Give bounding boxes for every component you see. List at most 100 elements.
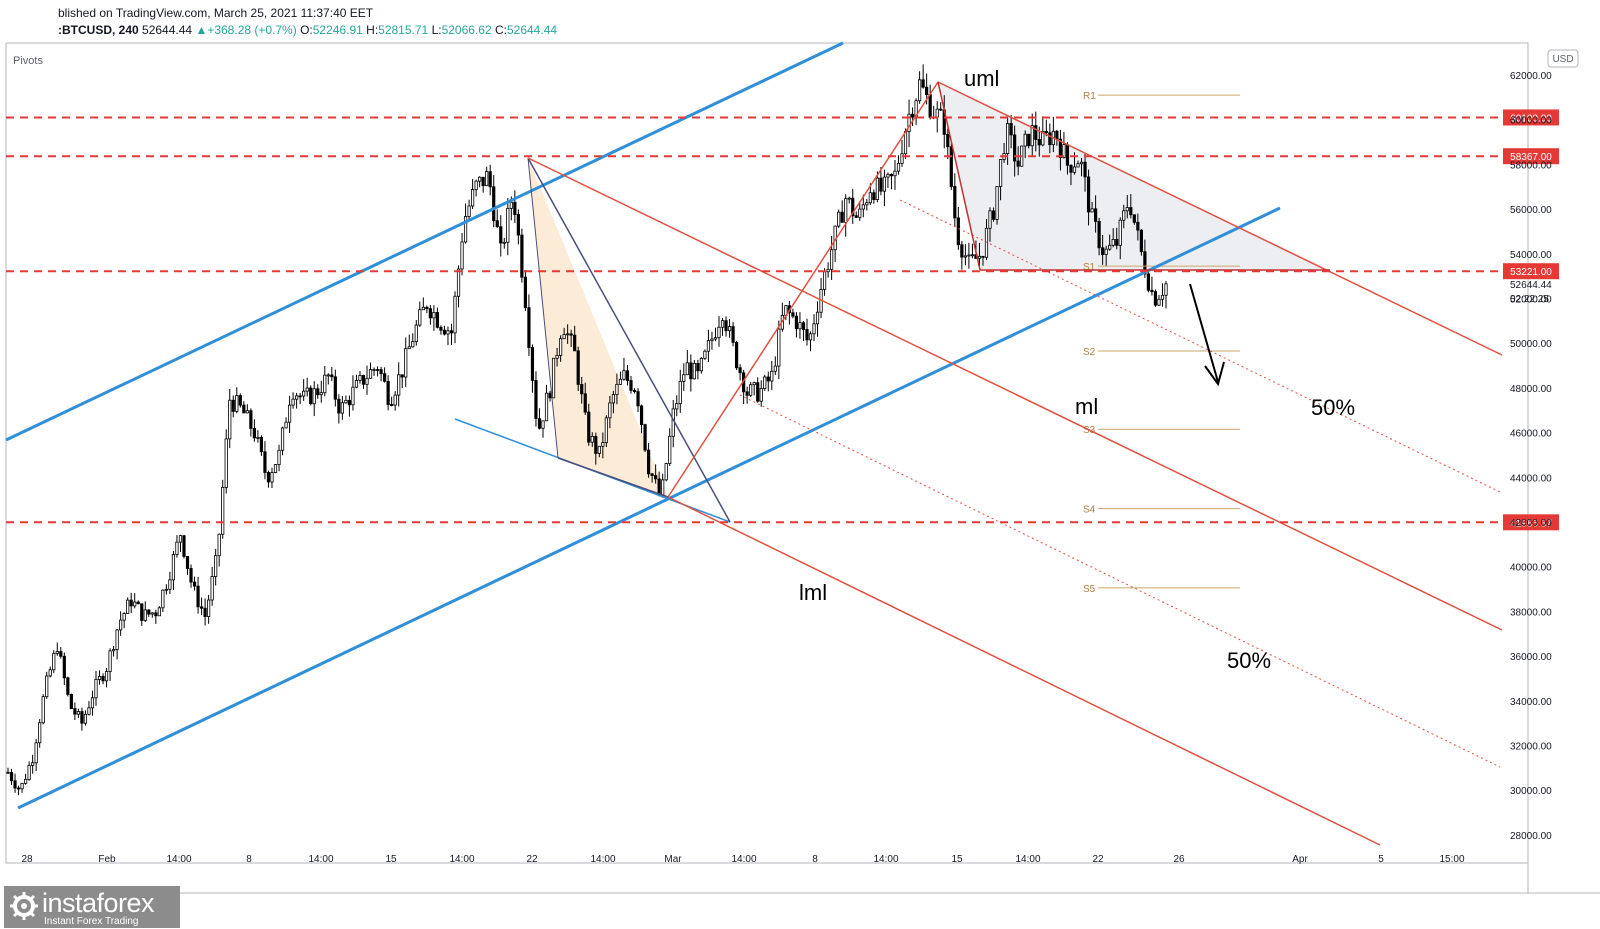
candle-body [143,609,147,621]
x-tick-label: 8 [246,854,252,865]
candle-body [1044,131,1048,134]
candle-body [1013,134,1017,162]
candle-body [94,679,98,699]
candle-body [242,404,246,414]
candle-body [664,463,668,481]
candle-body [34,742,38,764]
candle-body [9,772,14,782]
candle-body [115,629,119,650]
price-line-label-41986.37: 41986.37 [1510,518,1552,529]
high-value: 52815.71 [378,23,429,37]
candle-body [344,399,348,404]
candle-body [692,363,696,380]
candle-body [608,402,612,419]
change-value: +368.28 (+0.7%) [207,23,297,37]
candle-body [372,369,376,371]
candle-body [495,220,499,228]
price-line-tag-41986.37 [1503,514,1559,531]
candle-body [38,722,42,744]
price-line-label-53221.00: 53221.00 [1510,267,1552,278]
candle-body [773,365,777,372]
lml-annotation: lml [799,580,827,605]
candle-body [1030,125,1034,147]
y-tick-label: 60000.00 [1510,116,1552,127]
candle-body [196,585,200,608]
candle-body [108,650,112,673]
time-axis[interactable]: 28 Feb 14:00 8 14:00 15 14:00 22 14:00 Mar 14:00 8 1… [21,854,1465,865]
candle-body [87,707,91,715]
candle-body [256,437,260,439]
x-tick-label: 14:00 [166,854,191,865]
candle-body [530,347,535,381]
y-tick-label: 44000.00 [1510,473,1552,484]
candle-body [622,370,626,380]
y-tick-label: 48000.00 [1510,384,1552,395]
candle-body [168,579,172,590]
x-tick-label: 15 [385,854,397,865]
symbol-label[interactable]: :BTCUSD, 240 [58,23,139,37]
candle-body [801,322,806,330]
candle-body [604,417,608,444]
candle-body [189,568,193,583]
candle-body [69,694,73,709]
trend-drawings [5,41,1503,846]
candle-body [590,435,594,443]
candle-body [80,711,84,724]
candle-body [654,475,658,480]
candle-body [27,765,31,780]
candle-body [910,113,915,118]
candle-body [752,382,756,386]
candle-body [731,326,735,343]
candle-body [594,435,598,454]
candle-body [425,306,429,310]
candle-body [488,171,492,188]
candle-body [171,554,176,581]
candle-body [1083,161,1087,178]
candle-body [224,438,228,488]
last-price-value: 52644.44 [142,23,193,37]
candle-body [375,369,380,371]
candle-body [555,355,559,359]
candle-body [55,651,59,654]
candle-body [199,606,204,609]
symbol-ohlc-legend: :BTCUSD, 240 52644.44 ▲+368.28 (+0.7%) O… [58,23,557,37]
candle-body [1065,144,1070,166]
candle-body [231,399,235,412]
y-tick-label: 52000.00 [1510,295,1552,306]
candle-body [354,380,359,388]
x-tick-label: 5 [1378,854,1384,865]
candle-body [418,309,422,326]
pivot-label-r1: R1 [1083,91,1096,102]
indicator-label: Pivots [13,55,43,67]
candle-body [756,382,760,402]
candle-body [597,445,601,454]
candle-body [847,197,851,200]
candle-body [639,405,644,426]
high-label: H: [366,23,379,37]
candle-body [1086,176,1091,213]
candle-body [861,204,865,210]
y-tick-label: 30000.00 [1510,786,1552,797]
candle-body [548,392,552,399]
candle-body [678,381,682,405]
candle-body [305,387,309,392]
candle-body [682,374,686,382]
candle-body [900,153,904,164]
candle-body [865,202,869,206]
price-axis[interactable]: 62000.00 60000.00 58000.00 56000.00 54000.00… [1510,71,1552,842]
candle-body [798,322,802,330]
candle-body [826,268,830,273]
pitchfork-upper-median-line [937,81,1503,356]
candle-body [523,276,528,309]
candle-body [837,211,841,227]
candle-body [675,403,679,410]
candle-body [587,411,591,443]
candle-body [766,376,770,382]
candle-body [1041,131,1045,146]
candle-body [73,708,77,715]
wedge-left-line [527,157,559,459]
currency-badge[interactable] [1547,49,1579,68]
candle-body [921,79,925,88]
candle-body [386,380,390,405]
